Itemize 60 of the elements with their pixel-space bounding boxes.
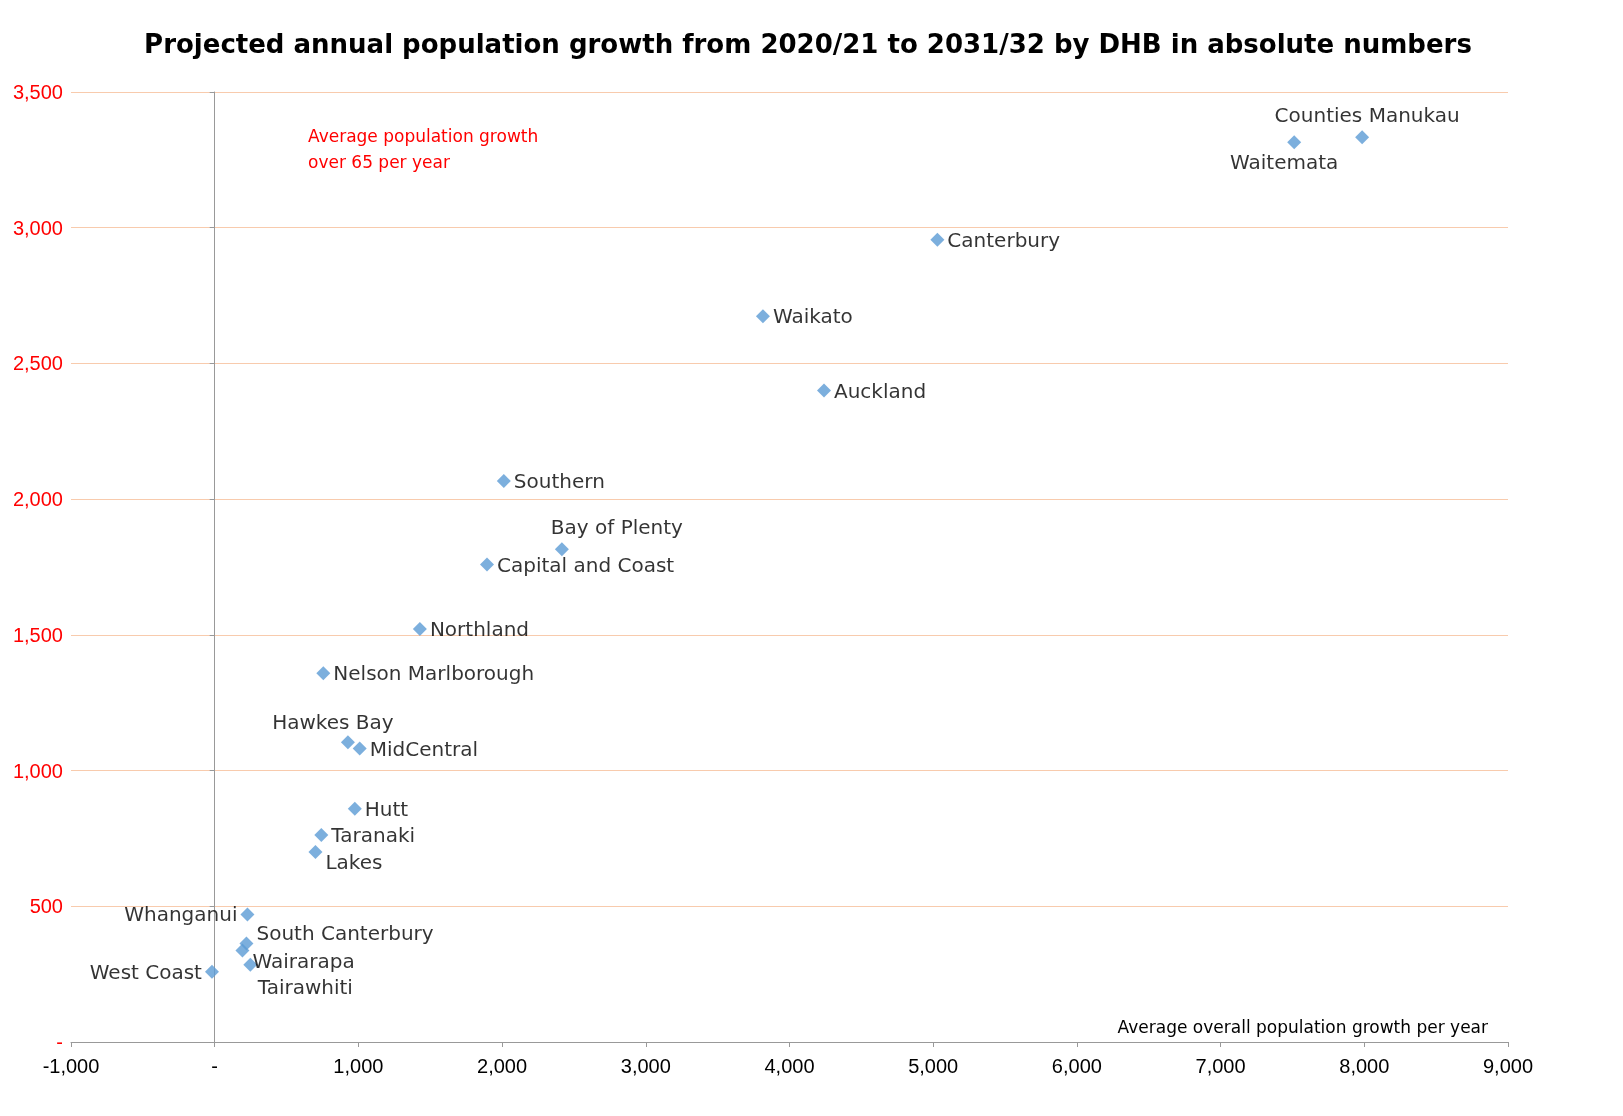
annotation: Northland: [429, 616, 530, 641]
x-tick-label: 1,000: [333, 1055, 384, 1077]
x-tick-label: 9,000: [1482, 1055, 1534, 1077]
y-axis-title: Average population growth over 65 per year: [308, 126, 539, 172]
point: [1355, 130, 1370, 145]
point: [240, 907, 255, 922]
x-axis-title: Average overall population growth per year: [1117, 1016, 1489, 1037]
annotation: Taranaki: [330, 822, 416, 847]
point: [1287, 135, 1302, 150]
x-tick-label: 3,000: [620, 1055, 671, 1077]
point: [314, 827, 329, 842]
annotation: Canterbury: [947, 227, 1061, 252]
annotation: Waitemata: [1230, 150, 1339, 175]
annotation: Hawkes Bay: [272, 710, 394, 735]
annotation: Tairawhiti: [256, 974, 353, 999]
x-tick-label: 6,000: [1051, 1055, 1102, 1077]
x-tick-label: 2,000: [477, 1055, 528, 1077]
annotation: Auckland: [833, 378, 927, 403]
x-tick-label: 5,000: [908, 1055, 959, 1077]
point: [347, 801, 362, 816]
point: [204, 964, 219, 979]
annotation: Counties Manukau: [1274, 103, 1460, 128]
y-tick-label: 1,000: [12, 759, 63, 782]
point: [755, 309, 770, 324]
annotation: Lakes: [325, 850, 383, 874]
point: [235, 943, 250, 958]
y-tick-label: 3,000: [12, 216, 63, 239]
y-tick-label: 500: [29, 895, 63, 918]
x-tick-label: 7,000: [1195, 1055, 1246, 1077]
annotation: Waikato: [772, 304, 853, 329]
annotation: Capital and Coast: [497, 552, 675, 577]
annotation: Nelson Marlborough: [333, 661, 535, 686]
point: [816, 383, 831, 398]
annotation: Wairarapa: [252, 948, 355, 973]
point: [340, 735, 355, 750]
x-tick-label: 4,000: [764, 1055, 815, 1077]
annotation: West Coast: [89, 959, 203, 984]
y-tick-label: 1,500: [12, 623, 63, 646]
x-tick-label: -1,000: [42, 1055, 100, 1077]
point: [316, 666, 331, 681]
y-tick-label: 3,500: [12, 81, 63, 103]
annotation: Hutt: [364, 796, 409, 821]
annotation: Bay of Plenty: [550, 515, 684, 540]
annotation: South Canterbury: [256, 921, 434, 946]
x-tick-label: 8,000: [1339, 1055, 1390, 1077]
x-tick-label: -: [211, 1055, 219, 1077]
chart-title: Projected annual population growth from 2020/21 to 2031/32 by DHB in absolute numbers: [144, 29, 1472, 59]
y-tick-label: -: [56, 1031, 63, 1053]
point: [352, 741, 367, 756]
point: [308, 845, 323, 859]
annotation: MidCentral: [369, 736, 479, 761]
annotation: Whanganui: [124, 902, 238, 927]
y-tick-label: 2,500: [12, 352, 63, 375]
annotation: Southern: [513, 468, 605, 493]
point: [412, 621, 427, 636]
point: [554, 542, 569, 557]
y-tick-label: 2,000: [12, 488, 63, 511]
point: [496, 473, 511, 488]
point: [480, 557, 495, 572]
point: [930, 232, 945, 247]
